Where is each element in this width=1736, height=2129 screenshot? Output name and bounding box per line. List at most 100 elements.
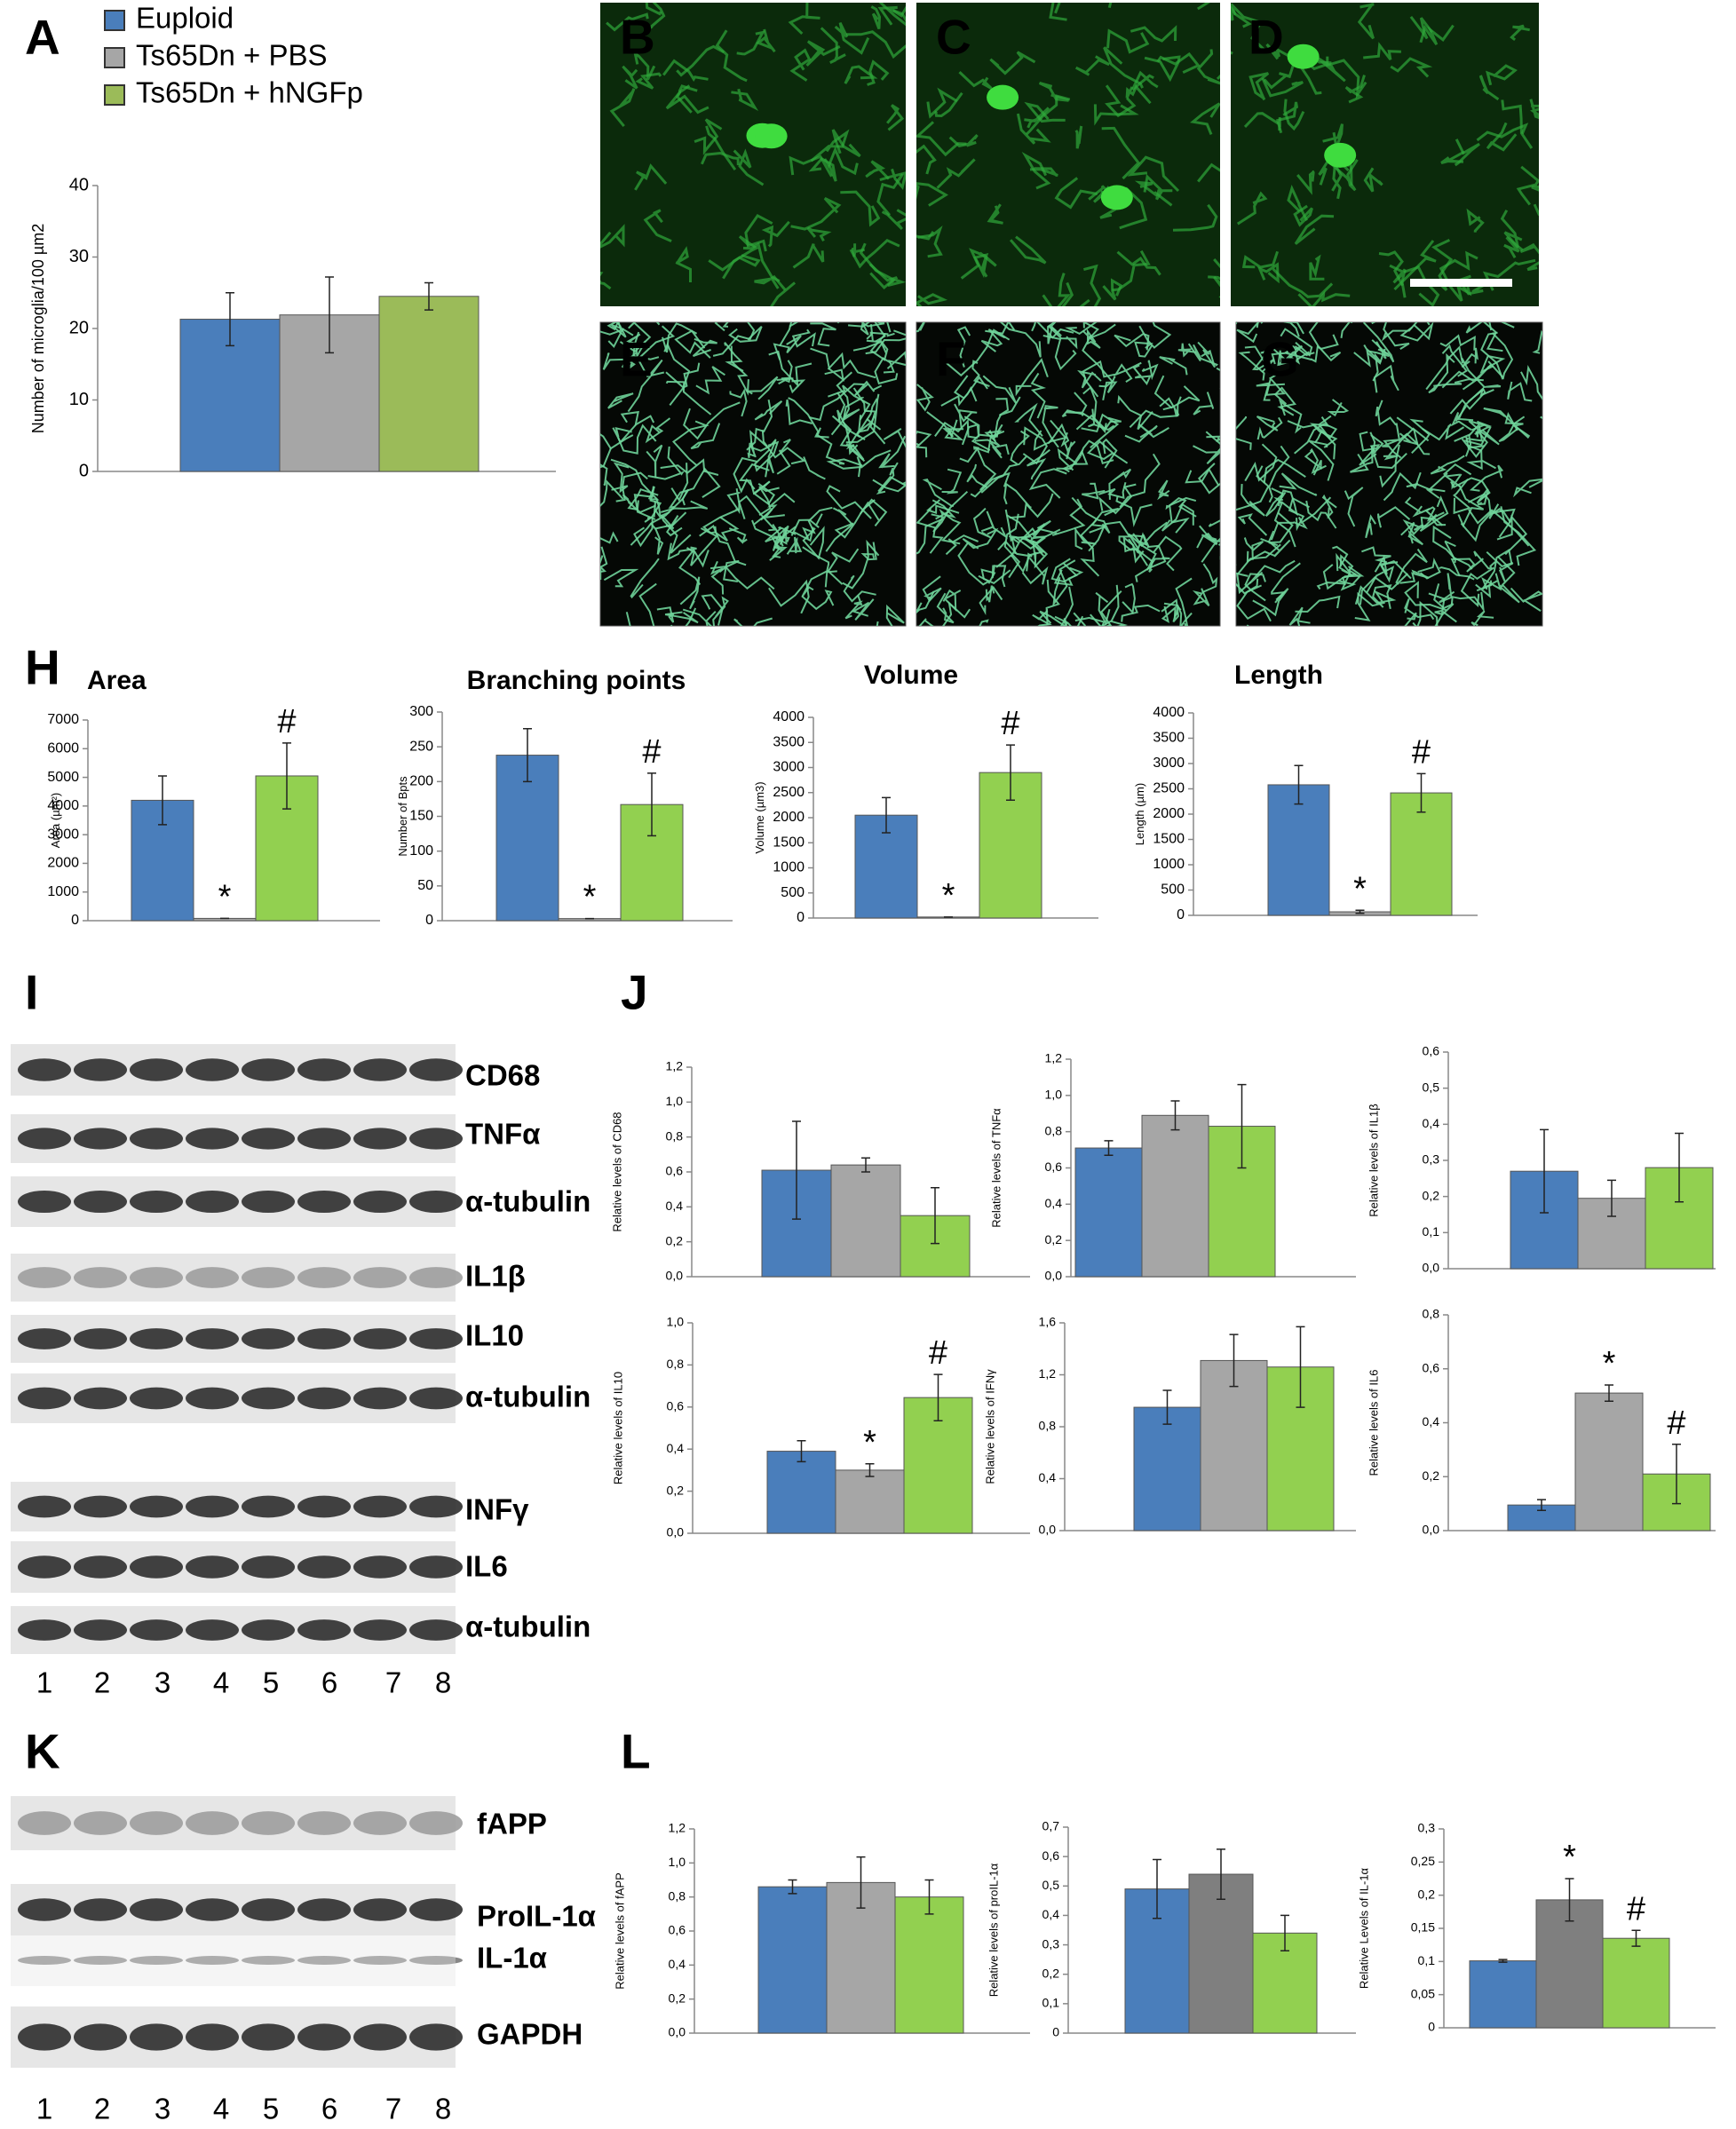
process [617, 423, 657, 455]
process [1121, 604, 1161, 622]
process [1362, 322, 1395, 363]
process [1074, 55, 1110, 76]
y-tick-label: 1,2 [1045, 1051, 1063, 1065]
process [1051, 498, 1086, 536]
y-tick-label: 0,6 [669, 1923, 686, 1937]
y-tick-label: 0,4 [669, 1957, 686, 1971]
annotation: * [1353, 870, 1367, 907]
process [1272, 267, 1334, 298]
band [74, 1956, 127, 1965]
bar [1252, 1932, 1318, 2034]
error-bar [424, 281, 433, 311]
band [297, 1555, 351, 1579]
band [242, 1898, 295, 1921]
error-bar [1294, 764, 1304, 805]
process [1016, 113, 1051, 145]
process [944, 419, 964, 441]
process [1112, 249, 1151, 292]
process [1134, 341, 1153, 358]
lane-number: 6 [321, 1666, 337, 1699]
process [1108, 468, 1132, 500]
process [1004, 509, 1019, 543]
process [1361, 546, 1391, 564]
process [728, 527, 748, 544]
panel-letter: H [25, 640, 60, 695]
band [297, 1811, 351, 1835]
process [633, 50, 656, 81]
process [1100, 590, 1128, 626]
process [1153, 535, 1183, 572]
y-tick-label: 0,0 [1039, 1523, 1057, 1537]
process [1256, 416, 1279, 431]
y-tick-label: 250 [409, 739, 433, 754]
process [980, 510, 1008, 540]
y-tick-label: 0,4 [1039, 1470, 1057, 1484]
process [945, 328, 1011, 377]
process [1399, 322, 1434, 342]
process [1027, 448, 1050, 480]
process [1105, 84, 1137, 118]
annotation: * [1563, 1839, 1576, 1876]
y-tick-label: 1,2 [1039, 1366, 1057, 1381]
process [600, 531, 619, 544]
process [816, 427, 845, 465]
process [612, 423, 638, 444]
process [924, 600, 971, 626]
process [1409, 15, 1433, 40]
process [788, 3, 820, 35]
micrograph [916, 3, 1220, 306]
process [1029, 167, 1058, 177]
process [1066, 392, 1094, 421]
process [1093, 104, 1139, 126]
band [74, 1387, 127, 1410]
process [646, 444, 663, 479]
process [970, 471, 1011, 498]
process [1279, 472, 1318, 496]
process [690, 423, 721, 450]
process [715, 29, 748, 83]
y-tick-label: 0,4 [1045, 1196, 1063, 1210]
process [1461, 428, 1488, 458]
process [916, 431, 932, 458]
process [665, 84, 709, 115]
process [627, 487, 659, 511]
process [710, 560, 725, 595]
panel-letter: B [620, 10, 655, 65]
process [1466, 208, 1485, 233]
process [1010, 430, 1030, 465]
band [186, 1387, 239, 1410]
process [802, 546, 830, 588]
band [18, 1619, 71, 1641]
blot-label: IL1β [465, 1260, 526, 1293]
y-tick-label: 2000 [47, 856, 79, 871]
process [682, 608, 717, 626]
process [1309, 416, 1336, 460]
process [709, 566, 775, 590]
micrograph [600, 3, 906, 306]
process [733, 617, 773, 626]
process [810, 347, 844, 382]
process [1256, 262, 1280, 284]
y-tick-label: 0,8 [1423, 1307, 1440, 1321]
band [353, 1555, 407, 1579]
process [878, 3, 906, 27]
error-bar [882, 796, 891, 834]
bar [766, 1451, 836, 1534]
process [1101, 126, 1141, 180]
band [297, 1328, 351, 1349]
chart-title: Volume [864, 661, 958, 690]
blot-label: IL6 [465, 1550, 508, 1583]
process [1243, 537, 1264, 560]
process [1371, 322, 1410, 350]
process [1309, 254, 1325, 281]
process [708, 254, 761, 272]
process [1056, 449, 1089, 471]
process [1491, 507, 1516, 538]
band [297, 1190, 351, 1214]
process [778, 526, 814, 542]
bar [835, 1469, 905, 1534]
blot-label: fAPP [477, 1808, 547, 1840]
lane-number: 1 [36, 2093, 52, 2125]
process [1373, 364, 1399, 393]
process [842, 539, 880, 590]
